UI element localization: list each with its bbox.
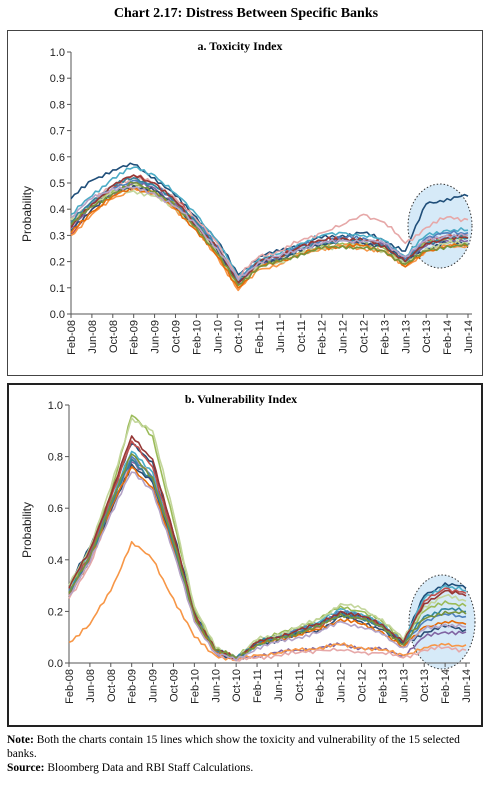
- toxicity-y-tick-label: 0.4: [50, 204, 65, 216]
- note-label: Note:: [7, 734, 34, 746]
- vulnerability-chart-title: b. Vulnerability Index: [185, 392, 297, 406]
- toxicity-x-tick-label: Oct-08: [108, 320, 120, 353]
- vulnerability-x-tick-label: Feb-10: [189, 669, 201, 704]
- vulnerability-y-axis-label: Probability: [20, 502, 34, 558]
- note-line: Note: Both the charts contain 15 lines w…: [7, 733, 487, 761]
- vulnerability-x-tick-label: Oct-08: [106, 669, 118, 702]
- toxicity-series-line: [70, 189, 469, 286]
- vulnerability-series-line: [68, 453, 467, 659]
- vulnerability-y-tick-label: 0.0: [48, 658, 63, 670]
- toxicity-y-tick-label: 0.1: [50, 283, 65, 295]
- vulnerability-series-line: [68, 466, 467, 660]
- toxicity-x-tick-label: Jun-08: [87, 320, 99, 354]
- vulnerability-x-tick-label: Oct-12: [357, 669, 369, 702]
- toxicity-y-tick-label: 0.3: [50, 230, 65, 242]
- vulnerability-x-tick-label: Jun-14: [461, 669, 473, 703]
- toxicity-x-tick-label: Feb-13: [379, 320, 391, 355]
- toxicity-y-tick-label: 1.0: [50, 47, 65, 59]
- vulnerability-x-tick-label: Jun-11: [273, 669, 285, 702]
- vulnerability-series-line: [68, 417, 467, 660]
- vulnerability-y-tick-label: 0.6: [48, 503, 63, 515]
- toxicity-x-tick-label: Feb-10: [191, 320, 203, 355]
- toxicity-y-tick-label: 0.0: [50, 309, 65, 321]
- toxicity-chart: a. Toxicity Index Probability 0.0 0.1 0.2 0…: [20, 39, 475, 355]
- vulnerability-y-tick-label: 0.4: [48, 555, 63, 567]
- toxicity-series-line: [70, 187, 469, 289]
- vulnerability-x-tick-label: Feb-13: [377, 669, 389, 704]
- vulnerability-x-tick-label: Oct-10: [231, 669, 243, 702]
- toxicity-y-axis-label: Probability: [20, 186, 34, 242]
- toxicity-y-tick-label: 0.7: [50, 126, 65, 138]
- vulnerability-x-tick-label: Feb-11: [252, 669, 264, 703]
- vulnerability-x-tick-label: Jun-08: [85, 669, 97, 703]
- vulnerability-x-tick-label: Oct-13: [419, 669, 431, 702]
- source-text: Bloomberg Data and RBI Staff Calculation…: [47, 762, 254, 774]
- toxicity-panel: a. Toxicity Index Probability 0.0 0.1 0.2 0…: [7, 30, 483, 376]
- toxicity-y-tick-label: 0.6: [50, 152, 65, 164]
- vulnerability-x-tick-label: Feb-08: [64, 669, 76, 704]
- vulnerability-series-line: [68, 450, 467, 659]
- vulnerability-series-line: [68, 461, 467, 662]
- vulnerability-x-tick-label: Jun-13: [398, 669, 410, 703]
- source-line: Source: Bloomberg Data and RBI Staff Cal…: [7, 761, 487, 775]
- vulnerability-x-tick-label: Oct-09: [168, 669, 180, 702]
- vulnerability-y-tick-label: 1.0: [48, 400, 63, 412]
- vulnerability-series-line: [68, 463, 467, 660]
- toxicity-x-tick-label: Oct-13: [421, 320, 433, 353]
- vulnerability-series-line: [68, 435, 467, 660]
- toxicity-x-tick-label: Oct-11: [296, 320, 308, 352]
- vulnerability-chart: b. Vulnerability Index Probability 0.0 0.…: [20, 392, 476, 704]
- toxicity-x-tick-label: Jun-12: [338, 320, 350, 354]
- toxicity-x-tick-label: Oct-10: [233, 320, 245, 353]
- toxicity-x-tick-label: Feb-09: [129, 320, 141, 355]
- source-label: Source:: [7, 762, 45, 774]
- note-text: Both the charts contain 15 lines which s…: [7, 734, 460, 760]
- vulnerability-x-tick-label: Feb-09: [127, 669, 139, 704]
- toxicity-x-tick-label: Oct-12: [359, 320, 371, 353]
- vulnerability-x-tick-label: Feb-14: [440, 669, 452, 704]
- vulnerability-x-tick-label: Oct-11: [294, 669, 306, 701]
- vulnerability-panel: b. Vulnerability Index Probability 0.0 0.…: [7, 383, 483, 727]
- vulnerability-series-line: [68, 458, 467, 659]
- toxicity-y-tick-label: 0.2: [50, 257, 65, 269]
- page-title: Chart 2.17: Distress Between Specific Ba…: [113, 6, 379, 21]
- vulnerability-series-line: [68, 455, 467, 662]
- toxicity-series-line: [70, 174, 469, 284]
- toxicity-y-tick-label: 0.8: [50, 99, 65, 111]
- toxicity-x-tick-label: Feb-14: [442, 320, 454, 355]
- vulnerability-x-tick-label: Jun-09: [148, 669, 160, 703]
- vulnerability-series-line: [68, 455, 467, 659]
- toxicity-x-tick-label: Feb-11: [254, 320, 266, 354]
- toxicity-x-tick-label: Oct-09: [170, 320, 182, 353]
- chart-notes: Note: Both the charts contain 15 lines w…: [7, 733, 487, 775]
- toxicity-x-tick-label: Feb-08: [66, 320, 78, 355]
- toxicity-chart-title: a. Toxicity Index: [197, 39, 282, 53]
- toxicity-x-tick-label: Jun-13: [400, 320, 412, 354]
- toxicity-y-tick-label: 0.9: [50, 73, 65, 85]
- toxicity-x-tick-label: Feb-12: [317, 320, 329, 355]
- toxicity-x-tick-label: Jun-11: [275, 320, 287, 353]
- toxicity-x-tick-label: Jun-14: [463, 320, 475, 354]
- toxicity-series-line: [70, 181, 469, 286]
- toxicity-x-tick-label: Jun-09: [150, 320, 162, 354]
- vulnerability-y-tick-label: 0.2: [48, 606, 63, 618]
- toxicity-series-line: [70, 186, 469, 281]
- toxicity-series-line: [70, 162, 469, 276]
- toxicity-y-tick-label: 0.5: [50, 178, 65, 190]
- vulnerability-y-tick-label: 0.8: [48, 452, 63, 464]
- vulnerability-x-tick-label: Feb-12: [315, 669, 327, 704]
- vulnerability-series-line: [68, 471, 467, 662]
- vulnerability-x-tick-label: Jun-12: [336, 669, 348, 703]
- toxicity-x-tick-label: Jun-10: [212, 320, 224, 354]
- vulnerability-x-tick-label: Jun-10: [210, 669, 222, 703]
